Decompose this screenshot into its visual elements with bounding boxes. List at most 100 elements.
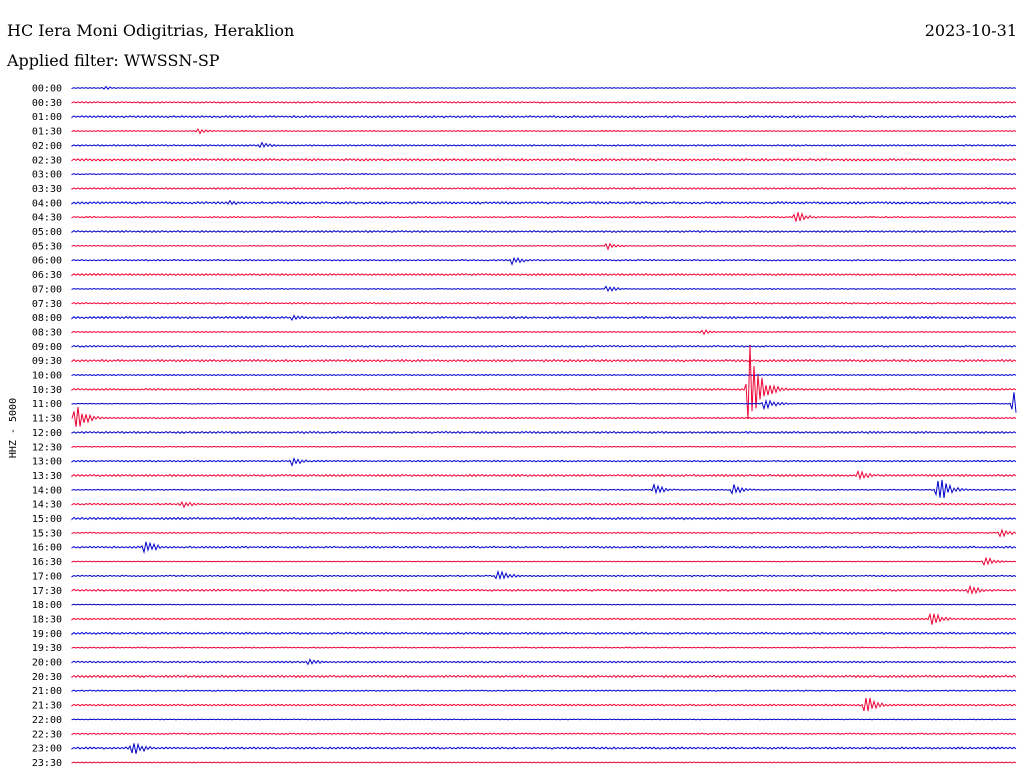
row-time-label: 02:30 [32, 155, 62, 166]
row-time-label: 18:30 [32, 614, 62, 625]
row-time-label: 05:30 [32, 241, 62, 252]
trace-line [71, 646, 1017, 649]
row-time-label: 23:00 [32, 744, 62, 755]
trace-line [71, 556, 1017, 567]
trace-line [71, 329, 1017, 336]
trace-line [71, 301, 1017, 305]
row-time-label: 08:00 [32, 313, 62, 324]
trace-line [71, 528, 1017, 538]
row-time-label: 15:00 [32, 514, 62, 525]
row-time-label: 01:30 [32, 127, 62, 138]
row-time-label: 04:00 [32, 198, 62, 209]
trace-line [71, 229, 1017, 234]
trace-line [71, 541, 1017, 555]
row-time-label: 19:30 [32, 643, 62, 654]
trace-line [71, 674, 1017, 679]
trace-line [71, 479, 1017, 499]
row-time-label: 14:00 [32, 485, 62, 496]
trace-line [71, 612, 1017, 625]
row-time-label: 10:00 [32, 371, 62, 382]
row-time-label: 16:30 [32, 557, 62, 568]
row-time-label: 06:30 [32, 270, 62, 281]
trace-line [71, 256, 1017, 266]
trace-line [71, 344, 1017, 348]
row-time-label: 21:00 [32, 686, 62, 697]
row-time-label: 16:00 [32, 543, 62, 554]
trace-rows: 00:00 00:30 01:00 01:30 02:00 02:30 03:00 03:30… [32, 84, 1017, 769]
row-time-label: 21:30 [32, 701, 62, 712]
row-time-label: 11:30 [32, 414, 62, 425]
trace-line [71, 457, 1017, 467]
row-time-label: 04:30 [32, 213, 62, 224]
trace-line [71, 212, 1017, 222]
row-time-label: 18:00 [32, 600, 62, 611]
trace-line [71, 584, 1017, 596]
row-time-label: 14:30 [32, 500, 62, 511]
row-time-label: 07:30 [32, 299, 62, 310]
trace-line [71, 406, 1017, 427]
trace-line [71, 742, 1017, 754]
trace-line [71, 141, 1017, 149]
row-time-label: 00:30 [32, 98, 62, 109]
row-time-label: 03:00 [32, 170, 62, 181]
row-time-label: 15:30 [32, 528, 62, 539]
trace-line [71, 430, 1017, 435]
row-time-label: 06:00 [32, 256, 62, 267]
trace-line [71, 199, 1017, 206]
row-time-label: 02:00 [32, 141, 62, 152]
row-time-label: 10:30 [32, 385, 62, 396]
trace-line [71, 569, 1017, 581]
trace-line [71, 631, 1017, 636]
row-time-label: 23:30 [32, 758, 62, 769]
row-time-label: 13:00 [32, 457, 62, 468]
trace-line [71, 658, 1017, 666]
trace-line [71, 272, 1017, 277]
trace-line [71, 101, 1017, 104]
trace-line [71, 128, 1017, 135]
trace-line [71, 689, 1017, 692]
trace-line [71, 314, 1017, 322]
row-time-label: 22:30 [32, 729, 62, 740]
trace-line [71, 285, 1017, 293]
trace-line [71, 358, 1017, 363]
row-time-label: 17:30 [32, 586, 62, 597]
row-time-label: 20:30 [32, 672, 62, 683]
trace-line [71, 345, 1017, 420]
row-time-label: 09:00 [32, 342, 62, 353]
trace-line [71, 445, 1017, 448]
row-time-label: 22:00 [32, 715, 62, 726]
row-time-label: 08:30 [32, 327, 62, 338]
channel-axis-label: HHZ - 5000 [8, 398, 19, 458]
trace-line [71, 157, 1017, 162]
trace-line [71, 732, 1017, 736]
trace-line [71, 373, 1017, 377]
row-time-label: 07:00 [32, 284, 62, 295]
trace-line [71, 392, 1017, 413]
date-label: 2023-10-31 [925, 21, 1017, 40]
row-time-label: 09:30 [32, 356, 62, 367]
row-time-label: 11:00 [32, 399, 62, 410]
row-time-label: 20:00 [32, 658, 62, 669]
trace-line [71, 761, 1017, 764]
row-time-label: 05:00 [32, 227, 62, 238]
trace-line [71, 469, 1017, 481]
row-time-label: 12:00 [32, 428, 62, 439]
row-time-label: 00:00 [32, 84, 62, 95]
row-time-label: 19:00 [32, 629, 62, 640]
trace-line [71, 85, 1017, 90]
trace-line [71, 173, 1017, 176]
filter-label: Applied filter: WWSSN-SP [6, 51, 220, 70]
row-time-label: 13:30 [32, 471, 62, 482]
trace-line [71, 603, 1017, 606]
trace-line [71, 115, 1017, 119]
trace-line [71, 500, 1017, 509]
trace-line [71, 242, 1017, 251]
row-time-label: 12:30 [32, 442, 62, 453]
trace-line [71, 186, 1017, 190]
row-time-label: 01:00 [32, 112, 62, 123]
station-title: HC Iera Moni Odigitrias, Heraklion [7, 21, 294, 40]
row-time-label: 17:00 [32, 571, 62, 582]
trace-line [71, 718, 1017, 721]
trace-line [71, 697, 1017, 712]
